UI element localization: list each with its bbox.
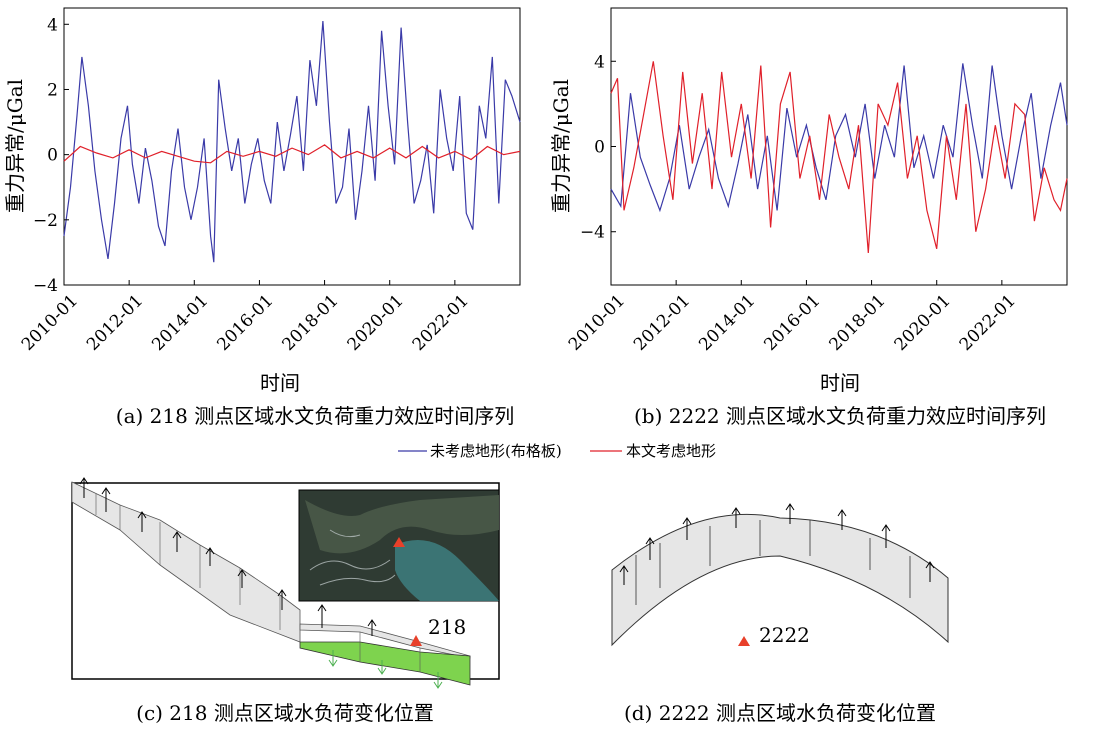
x-tick-label: 2014-01 — [695, 291, 759, 355]
arrow-down-icon — [377, 660, 387, 675]
y-tick-label: 0 — [594, 138, 605, 158]
y-tick-label: 2 — [47, 80, 58, 100]
x-tick-label: 2010-01 — [18, 291, 82, 355]
x-tick-label: 2012-01 — [630, 291, 694, 355]
arrow-up-icon — [137, 511, 147, 532]
arrow-up-icon — [79, 477, 89, 498]
station-2222-marker — [738, 636, 750, 646]
panel-a-caption: (a) 218 测点区域水文负荷重力效应时间序列 — [116, 404, 514, 428]
panel-a-y-axis-label: 重力异常/μGal — [3, 79, 27, 213]
satellite-terrain — [305, 495, 499, 554]
panel-b-caption: (b) 2222 测点区域水文负荷重力效应时间序列 — [634, 404, 1046, 428]
panel-d-caption: (d) 2222 测点区域水负荷变化位置 — [624, 701, 936, 725]
y-tick-label: 4 — [47, 15, 58, 35]
station-218-marker — [410, 635, 422, 646]
upward-arrows — [79, 477, 377, 636]
arrow-up-icon — [205, 547, 215, 566]
station-2222-label: 2222 — [759, 623, 810, 647]
series-line-bouguer — [610, 63, 1068, 213]
panel-b-plot-lines — [610, 61, 1068, 254]
arrow-up-icon — [237, 569, 247, 588]
x-tick-label: 2016-01 — [760, 291, 824, 355]
panel-a-x-ticks: 2010-01 2012-01 2014-01 2016-01 2018-01 2020-… — [18, 280, 473, 355]
panel-b-x-ticks: 2010-01 2012-01 2014-01 2016-01 2018-01 2020-… — [565, 280, 1020, 355]
y-tick-label: −2 — [33, 211, 58, 231]
legend-label-terrain: 本文考虑地形 — [626, 442, 716, 460]
panel-a-plot-frame — [63, 7, 521, 286]
y-tick-label: 0 — [47, 146, 58, 166]
arrow-up-icon — [619, 565, 629, 585]
panel-a: −4 −2 0 2 4 2010-01 2012-01 2014-01 2016-01 2018… — [3, 7, 521, 428]
arrow-up-icon — [101, 487, 111, 512]
panel-a-plot-lines — [63, 20, 521, 263]
x-tick-label: 2012-01 — [83, 291, 147, 355]
arrow-up-icon — [277, 589, 287, 610]
x-tick-label: 2016-01 — [213, 291, 277, 355]
satellite-inset — [298, 489, 500, 602]
panel-b-y-axis-label: 重力异常/μGal — [549, 79, 573, 213]
arch-arrows — [619, 503, 935, 585]
arrow-up-icon — [317, 604, 327, 628]
y-tick-label: −4 — [580, 223, 605, 243]
arrow-up-icon — [731, 507, 741, 528]
station-218-label: 218 — [428, 615, 466, 639]
y-tick-label: −4 — [33, 276, 58, 296]
arch-dividers — [635, 520, 911, 605]
x-tick-label: 2010-01 — [565, 291, 629, 355]
satellite-station-marker — [393, 537, 405, 547]
x-tick-label: 2018-01 — [278, 291, 342, 355]
series-line-terrain — [610, 61, 1068, 254]
panel-d: 2222 (d) 2222 测点区域水负荷变化位置 — [611, 503, 949, 725]
panel-b-plot-frame — [610, 7, 1068, 286]
panel-b: −4 0 4 2010-01 2012-01 2014-01 2016-01 2018-01… — [549, 7, 1068, 428]
legend-label-bouguer: 未考虑地形(布格板) — [430, 442, 562, 460]
arrow-up-icon — [881, 524, 891, 548]
downward-arrows — [328, 650, 443, 689]
arrow-up-icon — [645, 537, 655, 560]
satellite-roads — [309, 529, 396, 586]
panel-a-y-ticks: −4 −2 0 2 4 — [33, 15, 69, 296]
arrow-down-icon — [433, 672, 443, 689]
arrow-down-icon — [328, 650, 338, 667]
x-tick-label: 2020-01 — [344, 291, 408, 355]
arrow-up-icon — [837, 509, 847, 530]
x-tick-label: 2022-01 — [956, 291, 1020, 355]
panel-a-x-axis-label: 时间 — [260, 371, 300, 395]
arrow-up-icon — [682, 517, 692, 540]
legend: 未考虑地形(布格板) 本文考虑地形 — [398, 442, 716, 460]
panel-c-caption: (c) 218 测点区域水负荷变化位置 — [136, 701, 434, 725]
arrow-up-icon — [367, 619, 377, 636]
panel-b-x-axis-label: 时间 — [820, 371, 860, 395]
arrow-up-icon — [925, 561, 935, 582]
series-line-bouguer — [63, 20, 521, 263]
green-water-area — [299, 641, 471, 686]
arrow-up-icon — [172, 531, 182, 552]
y-tick-label: 4 — [594, 52, 605, 72]
satellite-water — [395, 540, 499, 601]
band-dividers — [95, 494, 421, 672]
panel-b-y-ticks: −4 0 4 — [580, 52, 616, 243]
series-line-terrain — [63, 144, 521, 164]
panel-c: 218 (c) 218 测点区域水负荷变化位置 — [71, 477, 500, 725]
arrow-up-icon — [785, 503, 795, 524]
x-tick-label: 2018-01 — [825, 291, 889, 355]
x-tick-label: 2022-01 — [409, 291, 473, 355]
x-tick-label: 2014-01 — [148, 291, 212, 355]
x-tick-label: 2020-01 — [891, 291, 955, 355]
